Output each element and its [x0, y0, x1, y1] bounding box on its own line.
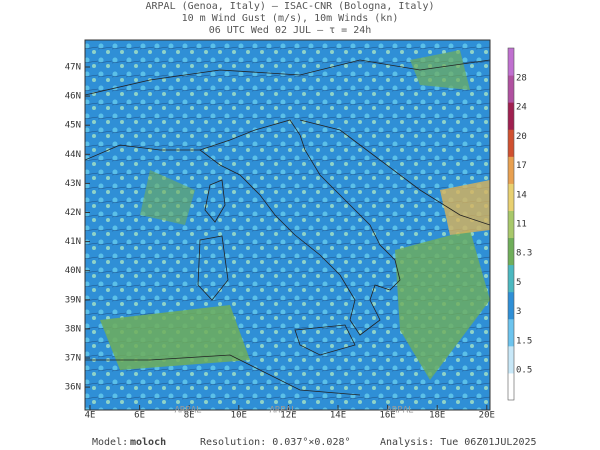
- lat-label: 43N: [65, 179, 81, 189]
- colorbar-label: 8.3: [516, 249, 532, 259]
- lon-label: 16E: [379, 411, 395, 421]
- colorbar-label: 20: [516, 132, 527, 142]
- lon-label: 20E: [479, 411, 495, 421]
- lon-label: 4E: [85, 411, 96, 421]
- colorbar-label: 28: [516, 74, 527, 84]
- watermark: ARPAL: [174, 406, 201, 416]
- colorbar-segment: [508, 129, 514, 157]
- gust-patch: [395, 230, 490, 380]
- lat-label: 42N: [65, 208, 81, 218]
- colorbar-label: 3: [516, 307, 521, 317]
- colorbar-label: 1.5: [516, 336, 532, 346]
- colorbar-label: 17: [516, 161, 527, 171]
- lat-label: 47N: [65, 63, 81, 73]
- footer-analysis: Analysis: Tue 06Z01JUL2025: [380, 437, 537, 448]
- coastline: [299, 119, 490, 226]
- lon-label: 10E: [231, 411, 247, 421]
- colorbar-segment: [508, 237, 514, 266]
- lon-label: 14E: [330, 411, 346, 421]
- border: [85, 59, 490, 96]
- colorbar-segment: [508, 210, 514, 239]
- colorbar-label: 0.5: [516, 366, 532, 376]
- watermark: ARPAL: [386, 406, 413, 416]
- colorbar-label: 14: [516, 190, 527, 200]
- lat-label: 37N: [65, 354, 81, 364]
- coastline: [204, 179, 226, 223]
- lat-label: 38N: [65, 324, 81, 334]
- colorbar-segment: [508, 372, 514, 401]
- colorbar-segment: [508, 345, 514, 374]
- lat-label: 41N: [65, 237, 81, 247]
- title-line: 06 UTC Wed 02 JUL – τ = 24h: [209, 25, 372, 36]
- colorbar-label: 24: [516, 103, 527, 113]
- coastline: [197, 235, 229, 301]
- colorbar-label: 11: [516, 220, 527, 230]
- colorbar-segment: [508, 75, 514, 103]
- lon-label: 6E: [134, 411, 145, 421]
- lat-label: 36N: [65, 383, 81, 393]
- footer-model: moloch: [130, 437, 166, 448]
- colorbar-segment: [508, 183, 514, 211]
- colorbar-segment: [508, 156, 514, 184]
- colorbar-frame: [507, 47, 515, 401]
- coastline: [85, 354, 361, 396]
- lon-label: 12E: [280, 411, 296, 421]
- coastline: [199, 119, 401, 336]
- lat-label: 45N: [65, 121, 81, 131]
- coastline: [294, 324, 356, 356]
- footer-label: Model:: [92, 437, 128, 448]
- watermark: ARPAL: [269, 406, 296, 416]
- gust-patch: [100, 305, 250, 370]
- colorbar-segment: [508, 318, 514, 347]
- lon-label: 18E: [429, 411, 445, 421]
- colorbar-label: 5: [516, 278, 521, 288]
- footer-resolution: Resolution: 0.037°×0.028°: [200, 437, 351, 448]
- coastline: [85, 144, 200, 161]
- map-frame: [84, 39, 491, 411]
- lon-label: 8E: [184, 411, 195, 421]
- lat-label: 40N: [65, 266, 81, 276]
- lat-label: 39N: [65, 295, 81, 305]
- lat-label: 46N: [65, 92, 81, 102]
- colorbar-segment: [508, 291, 514, 320]
- colorbar-segment: [508, 264, 514, 293]
- colorbar-segment: [508, 102, 514, 130]
- gust-patch: [140, 170, 195, 225]
- map-field: [85, 40, 490, 410]
- gust-patch: [410, 50, 470, 90]
- lat-label: 44N: [65, 150, 81, 160]
- colorbar-segment: [508, 48, 514, 76]
- title-line: 10 m Wind Gust (m/s), 10m Winds (kn): [182, 13, 399, 24]
- title-line: ARPAL (Genoa, Italy) – ISAC-CNR (Bologna…: [146, 1, 435, 12]
